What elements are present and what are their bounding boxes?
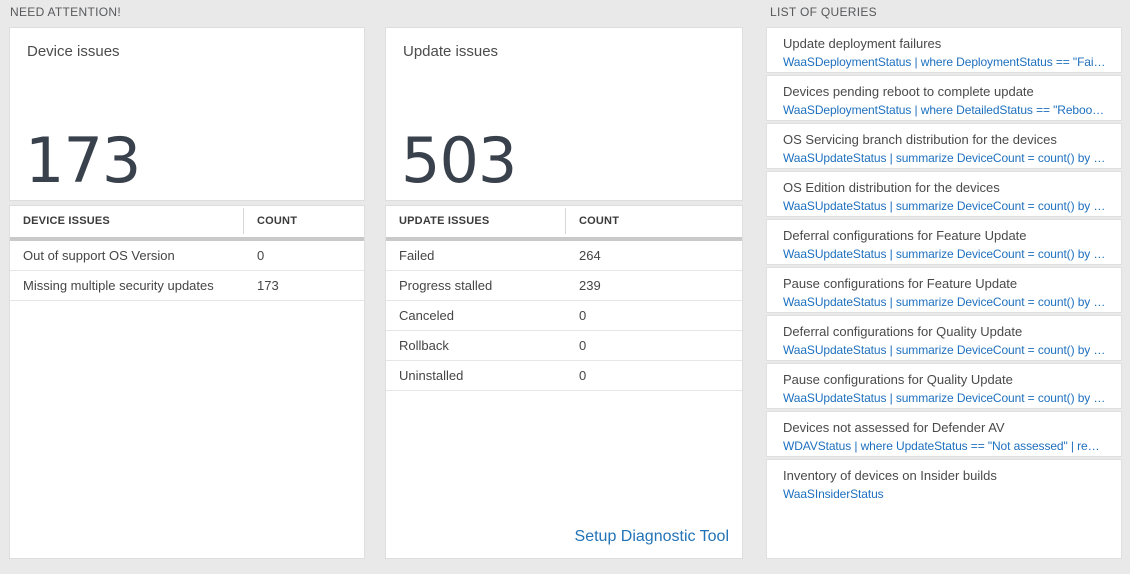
device-issues-tile-title: Device issues xyxy=(27,43,120,60)
update-issues-count-number: 503 xyxy=(401,124,517,197)
update-issues-tile-title: Update issues xyxy=(403,43,499,60)
table-header-divider-bar xyxy=(10,237,364,241)
query-title: OS Edition distribution for the devices xyxy=(783,180,1000,195)
query-text: WaaSDeploymentStatus | where DeploymentS… xyxy=(783,55,1106,69)
query-item-deferral-feature-update[interactable]: Deferral configurations for Feature Upda… xyxy=(766,219,1122,265)
query-text: WDAVStatus | where UpdateStatus == "Not … xyxy=(783,439,1106,453)
query-title: Deferral configurations for Feature Upda… xyxy=(783,228,1027,243)
row-count: 0 xyxy=(579,368,587,383)
row-label: Uninstalled xyxy=(399,368,464,383)
update-issues-column-header: UPDATE ISSUES xyxy=(386,208,566,234)
table-header-divider-bar xyxy=(386,237,742,241)
device-issues-column-header: DEVICE ISSUES xyxy=(10,208,244,234)
row-label: Progress stalled xyxy=(399,278,493,293)
query-title: Devices pending reboot to complete updat… xyxy=(783,84,1034,99)
query-text: WaaSUpdateStatus | summarize DeviceCount… xyxy=(783,199,1106,213)
query-text: WaaSDeploymentStatus | where DetailedSta… xyxy=(783,103,1106,117)
query-text: WaaSUpdateStatus | summarize DeviceCount… xyxy=(783,391,1106,405)
query-title: Inventory of devices on Insider builds xyxy=(783,468,997,483)
device-issues-tile[interactable]: Device issues 173 xyxy=(9,27,365,201)
row-label: Canceled xyxy=(399,308,454,323)
row-count: 173 xyxy=(257,278,279,293)
query-title: Pause configurations for Feature Update xyxy=(783,276,1018,291)
query-title: Pause configurations for Quality Update xyxy=(783,372,1013,387)
query-item-devices-pending-reboot[interactable]: Devices pending reboot to complete updat… xyxy=(766,75,1122,121)
query-text: WaaSUpdateStatus | summarize DeviceCount… xyxy=(783,151,1106,165)
query-text: WaaSUpdateStatus | summarize DeviceCount… xyxy=(783,295,1106,309)
count-column-header: COUNT xyxy=(257,215,298,227)
update-issues-table-panel: UPDATE ISSUES COUNT Failed 264 Progress … xyxy=(385,205,743,559)
table-row[interactable]: Out of support OS Version 0 xyxy=(10,241,364,271)
query-title: Devices not assessed for Defender AV xyxy=(783,420,1005,435)
count-column-header: COUNT xyxy=(579,215,620,227)
device-issues-count-number: 173 xyxy=(25,124,141,197)
query-text: WaaSInsiderStatus xyxy=(783,487,884,501)
row-count: 264 xyxy=(579,248,601,263)
row-count: 239 xyxy=(579,278,601,293)
table-row[interactable]: Canceled 0 xyxy=(386,301,742,331)
row-count: 0 xyxy=(579,308,587,323)
query-title: OS Servicing branch distribution for the… xyxy=(783,132,1057,147)
query-list: Update deployment failures WaaSDeploymen… xyxy=(766,27,1122,559)
row-label: Rollback xyxy=(399,338,449,353)
query-item-pause-quality-update[interactable]: Pause configurations for Quality Update … xyxy=(766,363,1122,409)
query-title: Update deployment failures xyxy=(783,36,942,51)
row-label: Out of support OS Version xyxy=(23,248,175,263)
row-label: Failed xyxy=(399,248,435,263)
query-item-os-edition-distribution[interactable]: OS Edition distribution for the devices … xyxy=(766,171,1122,217)
query-title: Deferral configurations for Quality Upda… xyxy=(783,324,1023,339)
list-of-queries-section-label: LIST OF QUERIES xyxy=(770,5,877,19)
query-item-deferral-quality-update[interactable]: Deferral configurations for Quality Upda… xyxy=(766,315,1122,361)
table-row[interactable]: Rollback 0 xyxy=(386,331,742,361)
update-issues-table-header: UPDATE ISSUES COUNT xyxy=(386,206,742,236)
table-row[interactable]: Uninstalled 0 xyxy=(386,361,742,391)
table-row[interactable]: Missing multiple security updates 173 xyxy=(10,271,364,301)
table-row[interactable]: Failed 264 xyxy=(386,241,742,271)
update-issues-tile[interactable]: Update issues 503 xyxy=(385,27,743,201)
row-count: 0 xyxy=(257,248,265,263)
row-count: 0 xyxy=(579,338,587,353)
device-issues-table-panel: DEVICE ISSUES COUNT Out of support OS Ve… xyxy=(9,205,365,559)
query-text: WaaSUpdateStatus | summarize DeviceCount… xyxy=(783,247,1106,261)
query-item-defender-av-not-assessed[interactable]: Devices not assessed for Defender AV WDA… xyxy=(766,411,1122,457)
setup-diagnostic-tool-link[interactable]: Setup Diagnostic Tool xyxy=(574,528,729,545)
query-item-pause-feature-update[interactable]: Pause configurations for Feature Update … xyxy=(766,267,1122,313)
row-label: Missing multiple security updates xyxy=(23,278,214,293)
query-item-insider-builds-inventory[interactable]: Inventory of devices on Insider builds W… xyxy=(766,459,1122,559)
query-item-update-deployment-failures[interactable]: Update deployment failures WaaSDeploymen… xyxy=(766,27,1122,73)
device-issues-table-header: DEVICE ISSUES COUNT xyxy=(10,206,364,236)
table-row[interactable]: Progress stalled 239 xyxy=(386,271,742,301)
need-attention-section-label: NEED ATTENTION! xyxy=(10,5,121,19)
query-text: WaaSUpdateStatus | summarize DeviceCount… xyxy=(783,343,1106,357)
query-item-os-servicing-branch[interactable]: OS Servicing branch distribution for the… xyxy=(766,123,1122,169)
